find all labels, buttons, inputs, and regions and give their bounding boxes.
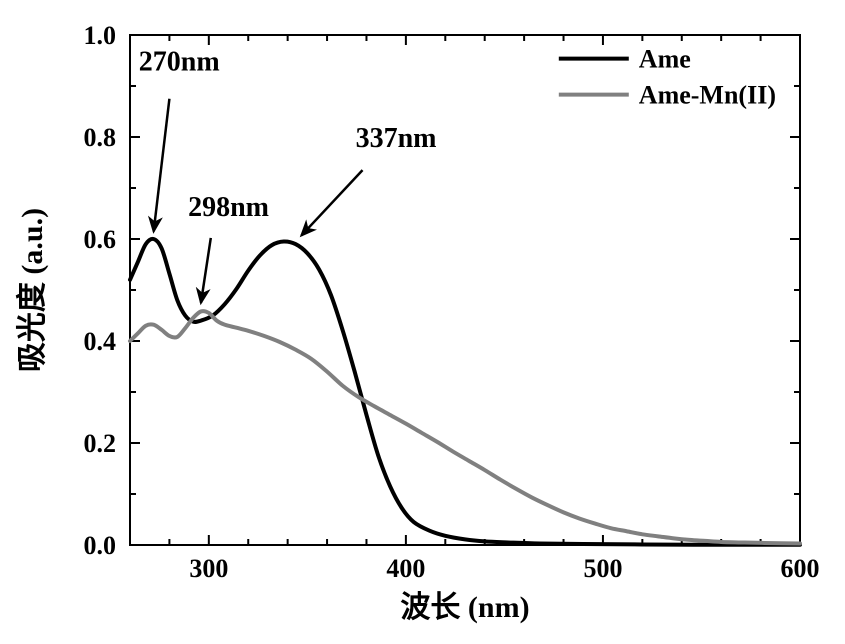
y-tick-label: 0.4 xyxy=(84,327,117,356)
axis-labels: 波长 (nm) 吸光度 (a.u.) xyxy=(16,208,530,624)
chart-svg: 300 400 500 600 0.0 0.2 0.4 0.6 0.8 1.0 270nm 298n… xyxy=(0,0,845,644)
x-tick-label: 600 xyxy=(781,554,820,583)
y-tick-label: 0.8 xyxy=(84,123,117,152)
series-group xyxy=(130,239,800,545)
chart-container: 300 400 500 600 0.0 0.2 0.4 0.6 0.8 1.0 270nm 298n… xyxy=(0,0,845,644)
legend-label: Ame-Mn(II) xyxy=(639,81,776,110)
annotation-label: 270nm xyxy=(139,47,220,78)
series-Ame xyxy=(130,239,800,545)
y-tick-label: 0.0 xyxy=(84,531,117,560)
legend: Ame Ame-Mn(II) xyxy=(559,45,776,110)
x-axis-label: 波长 (nm) xyxy=(400,591,529,624)
annotations-group: 270nm 298nm 337nm xyxy=(139,47,437,303)
y-axis-label: 吸光度 (a.u.) xyxy=(16,208,49,372)
annotation-label: 298nm xyxy=(188,192,269,223)
x-tick-label: 400 xyxy=(386,554,425,583)
legend-label: Ame xyxy=(639,45,691,74)
x-tick-label: 300 xyxy=(189,554,228,583)
y-tick-label: 1.0 xyxy=(84,21,117,50)
y-tick-label: 0.6 xyxy=(84,225,117,254)
annotation-arrow xyxy=(301,170,362,235)
annotation-label: 337nm xyxy=(356,123,437,154)
x-tick-label: 500 xyxy=(583,554,622,583)
annotation-arrow xyxy=(154,99,170,232)
series-Ame-Mn(II) xyxy=(130,311,800,543)
plot-frame xyxy=(130,35,800,545)
annotation-arrow xyxy=(201,238,211,303)
y-tick-label: 0.2 xyxy=(84,429,117,458)
